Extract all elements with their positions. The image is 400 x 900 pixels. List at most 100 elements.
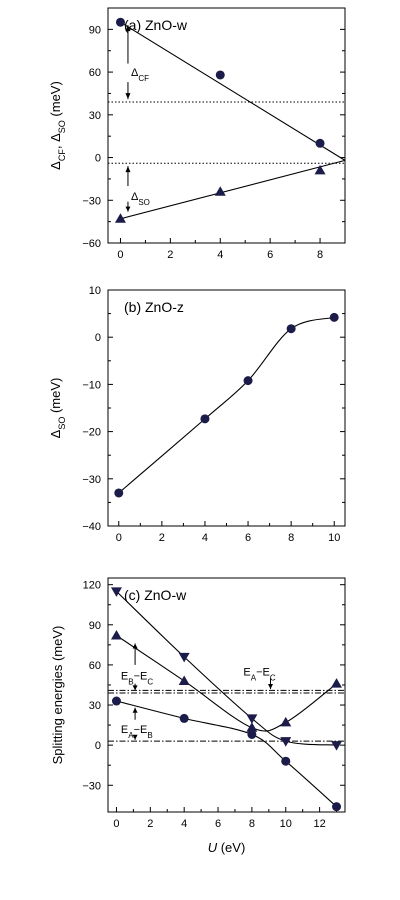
series-line <box>120 21 346 161</box>
arrow-head <box>125 166 131 173</box>
series-line <box>116 590 337 746</box>
data-point <box>280 737 292 747</box>
y-tick-label: 0 <box>95 153 101 165</box>
data-point <box>281 756 291 766</box>
panel-title: (a) ZnO-w <box>124 17 188 33</box>
subscript: SO <box>138 198 150 207</box>
y-tick-label: 0 <box>95 332 101 344</box>
x-tick-label: 10 <box>280 818 292 830</box>
x-tick-label: 8 <box>288 532 294 544</box>
data-point <box>247 729 257 739</box>
x-tick-label: 0 <box>117 249 123 261</box>
y-tick-label: 30 <box>89 700 101 712</box>
data-point <box>115 17 125 27</box>
x-tick-label: 4 <box>181 818 187 830</box>
data-point <box>111 696 121 706</box>
x-tick-label: 2 <box>167 249 173 261</box>
text-part: Δ <box>131 67 139 79</box>
text-part: −E <box>134 671 148 683</box>
text-part: −E <box>256 667 270 679</box>
x-tick-label: 8 <box>249 818 255 830</box>
text-part: E <box>243 667 250 679</box>
x-tick-label: 2 <box>147 818 153 830</box>
data-point <box>280 716 292 727</box>
arrow-head <box>132 685 138 691</box>
data-point <box>331 678 343 688</box>
y-tick-label: −20 <box>82 427 101 439</box>
data-point <box>114 213 126 223</box>
arrow-head <box>125 93 131 100</box>
x-tick-label: 0 <box>113 818 119 830</box>
y-tick-label: −30 <box>82 195 101 207</box>
annotation-ea-eb: EA−EB <box>121 724 153 740</box>
data-point <box>114 488 124 498</box>
subscript: A <box>128 731 134 740</box>
x-tick-label: 10 <box>328 532 340 544</box>
y-tick-label: 90 <box>89 620 101 632</box>
series-line <box>120 159 346 220</box>
data-point <box>178 652 190 663</box>
x-axis-label-unit: (eV) <box>217 840 245 855</box>
x-tick-label: 12 <box>313 818 325 830</box>
data-point <box>332 802 342 812</box>
subscript: B <box>128 677 133 686</box>
annotation-ea-ec: EA−EC <box>243 667 275 683</box>
data-point <box>331 741 343 751</box>
data-point <box>243 376 253 386</box>
arrow-head <box>132 734 138 740</box>
text-part: Δ <box>131 191 139 203</box>
x-tick-label: 6 <box>267 249 273 261</box>
subscript: CF <box>57 149 67 161</box>
data-point <box>314 164 326 175</box>
y-tick-label: 60 <box>89 67 101 79</box>
x-tick-label: 6 <box>215 818 221 830</box>
subscript: A <box>251 673 257 682</box>
series-line <box>116 635 337 732</box>
series-line <box>116 700 337 808</box>
y-tick-label: −40 <box>82 521 101 533</box>
text-part: E <box>121 724 128 736</box>
plot-frame <box>107 289 346 527</box>
data-point <box>215 70 225 80</box>
subscript: SO <box>57 417 67 430</box>
subscript: CF <box>138 74 149 83</box>
x-tick-label: 8 <box>317 249 323 261</box>
text-part: Δ <box>48 429 63 438</box>
chart-panel-3: 0 2 4 6 8 10 12 −30 0 30 60 90 120 (c) ZnO-w Splitting… <box>50 577 346 855</box>
subscript: C <box>147 677 153 686</box>
panel-title: (b) ZnO-z <box>124 299 184 315</box>
x-tick-label: 4 <box>217 249 223 261</box>
y-tick-label: −10 <box>82 379 101 391</box>
data-point <box>246 714 258 724</box>
annotation-delta-so: ΔSO <box>131 191 150 207</box>
data-point <box>110 587 122 597</box>
panel-title: (c) ZnO-w <box>124 587 187 603</box>
data-point <box>329 312 339 322</box>
data-point <box>179 713 189 723</box>
x-tick-label: 2 <box>159 532 165 544</box>
text-part: −E <box>134 724 148 736</box>
data-point <box>246 722 258 732</box>
y-tick-label: −30 <box>82 474 101 486</box>
x-axis-label-var: U <box>208 840 218 855</box>
subscript: C <box>270 673 276 682</box>
data-point <box>110 629 122 640</box>
data-point <box>200 414 210 424</box>
text-part: (meV) <box>48 378 63 417</box>
arrow-head <box>125 206 131 212</box>
y-tick-label: 60 <box>89 660 101 672</box>
y-tick-label: 120 <box>83 580 101 592</box>
y-tick-label: 0 <box>95 740 101 752</box>
subscript: B <box>147 731 152 740</box>
y-axis-label: ΔSO (meV) <box>48 378 67 439</box>
data-point <box>178 675 190 685</box>
x-tick-label: 4 <box>202 532 208 544</box>
y-tick-label: 90 <box>89 24 101 36</box>
data-point <box>214 186 226 196</box>
arrow-head <box>268 683 274 689</box>
y-tick-label: 30 <box>89 110 101 122</box>
text-part: Δ <box>48 161 63 170</box>
annotation-eb-ec: EB−EC <box>121 671 153 687</box>
arrow-head <box>125 25 131 32</box>
